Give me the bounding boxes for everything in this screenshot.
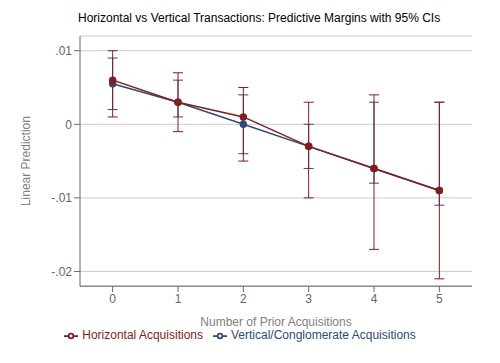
svg-text:-.01: -.01 xyxy=(51,191,72,205)
svg-text:Number of Prior Acquisitions: Number of Prior Acquisitions xyxy=(200,315,351,329)
html-text:Horizontal Acquisitions: Horizontal Acquisitions xyxy=(82,328,203,343)
svg-text:0: 0 xyxy=(109,292,116,306)
html-text:Vertical/Conglomerate Acquisit: Vertical/Conglomerate Acquisitions xyxy=(231,328,416,343)
svg-text:Linear Prediction: Linear Prediction xyxy=(19,116,33,206)
svg-text:0: 0 xyxy=(65,118,72,132)
svg-text:5: 5 xyxy=(436,292,443,306)
svg-text:3: 3 xyxy=(305,292,312,306)
html-text:Horizontal vs Vertical Transac: Horizontal vs Vertical Transactions: Pre… xyxy=(78,11,441,25)
svg-text:.01: .01 xyxy=(55,44,72,58)
svg-text:4: 4 xyxy=(371,292,378,306)
svg-text:1: 1 xyxy=(175,292,182,306)
svg-text:2: 2 xyxy=(240,292,247,306)
svg-text:-.02: -.02 xyxy=(51,265,72,279)
